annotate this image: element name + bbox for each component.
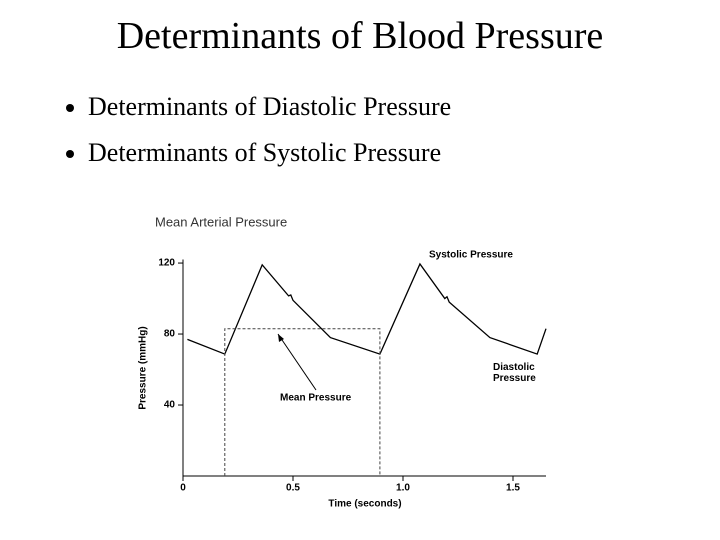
x-tick-label: 0.5 (286, 483, 300, 494)
x-axis-label: Time (seconds) (328, 499, 401, 510)
y-axis-label: Pressure (mmHg) (138, 326, 149, 409)
y-tick-label: 40 (164, 400, 176, 411)
slide-title: Determinants of Blood Pressure (116, 15, 604, 57)
mean-pressure-box (224, 328, 381, 476)
annotation: Systolic Pressure (429, 250, 513, 261)
bullet: Determinants of Systolic Pressure (88, 130, 451, 176)
arrow-head (278, 334, 284, 342)
x-tick-label: 1.5 (506, 483, 520, 494)
annotation-arrow (277, 333, 317, 391)
y-tick-label: 120 (158, 258, 175, 269)
pressure-line (187, 262, 547, 355)
x-tick-label: 0 (180, 483, 186, 494)
bullet-list: Determinants of Diastolic Pressure Deter… (56, 84, 451, 175)
annotation: Mean Pressure (280, 393, 352, 404)
chart-title: Mean Arterial Pressure (155, 214, 287, 229)
x-tick-label: 1.0 (396, 483, 410, 494)
bullet: Determinants of Diastolic Pressure (88, 84, 451, 130)
annotation: Diastolic Pressure (493, 362, 536, 384)
y-tick-label: 80 (164, 329, 176, 340)
